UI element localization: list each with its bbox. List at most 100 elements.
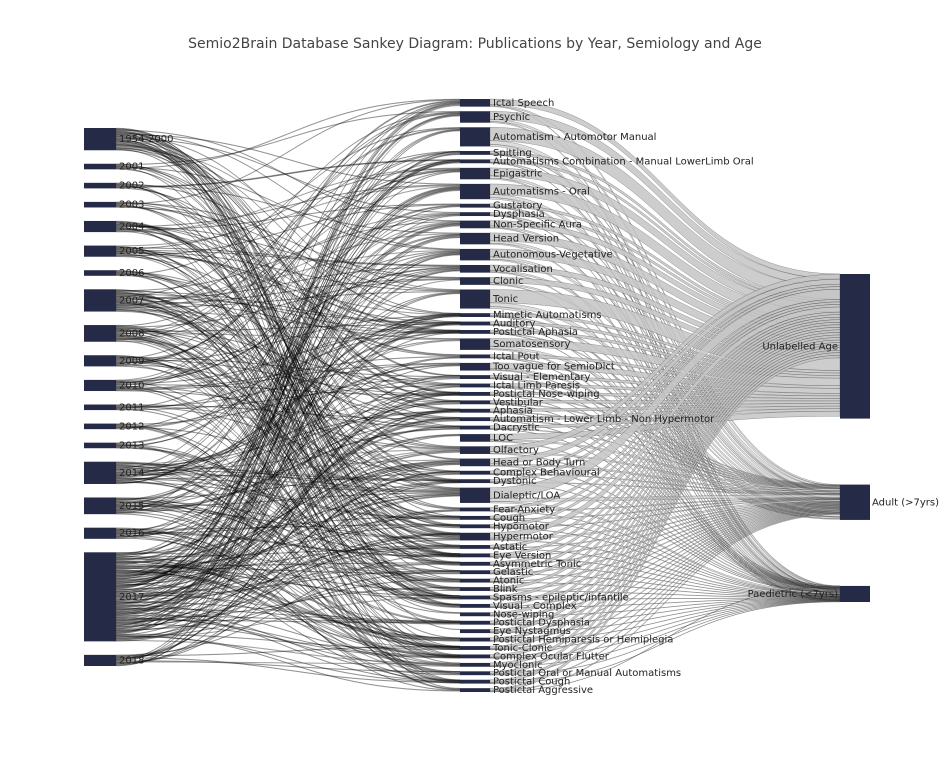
- semiology-node-autonomous-vegetative[interactable]: [460, 248, 490, 261]
- semiology-node-fear-anxiety[interactable]: [460, 507, 490, 512]
- semiology-node-non-specific-aura[interactable]: [460, 220, 490, 229]
- year-node-2012[interactable]: [84, 423, 116, 430]
- semiology-node-spitting[interactable]: [460, 151, 490, 155]
- year-node-2013[interactable]: [84, 442, 116, 449]
- semiology-node-myoclonic[interactable]: [460, 662, 490, 667]
- semiology-node-postictal-nose-wiping[interactable]: [460, 391, 490, 396]
- age-label-paedietric-7yrs: Paedietric (<7yrs): [748, 589, 839, 600]
- year-node-2007[interactable]: [84, 289, 116, 312]
- semiology-label-vestibular: Vestibular: [493, 397, 544, 408]
- semiology-node-gustatory[interactable]: [460, 203, 490, 208]
- semiology-node-olfactory[interactable]: [460, 446, 490, 454]
- semiology-node-eye-nystagmus[interactable]: [460, 629, 490, 634]
- semiology-node-nose-wiping[interactable]: [460, 612, 490, 617]
- semiology-node-aphasia[interactable]: [460, 408, 490, 413]
- semiology-node-somatosensory[interactable]: [460, 338, 490, 350]
- semiology-node-automatisms-combination-manual-lowerlimb-oral[interactable]: [460, 159, 490, 164]
- year-node-2005[interactable]: [84, 245, 116, 257]
- semiology-label-visual-complex: Visual - Complex: [493, 601, 577, 612]
- year-node-2016[interactable]: [84, 527, 116, 539]
- semiology-node-postictal-aphasia[interactable]: [460, 330, 490, 334]
- semiology-node-asymmetric-tonic[interactable]: [460, 561, 490, 566]
- semiology-node-dacrystic[interactable]: [460, 425, 490, 430]
- semiology-label-auditory: Auditory: [493, 318, 535, 329]
- semiology-node-tonic-clonic[interactable]: [460, 646, 490, 650]
- semiology-node-postictal-cough[interactable]: [460, 679, 490, 684]
- semiology-label-epigastric: Epigastric: [493, 169, 542, 180]
- semiology-node-gelastic[interactable]: [460, 570, 490, 575]
- semiology-node-postictal-oral-or-manual-automatisms[interactable]: [460, 671, 490, 676]
- semiology-node-hypermotor[interactable]: [460, 532, 490, 541]
- semiology-node-postictal-hemiparesis-or-hemiplegia[interactable]: [460, 637, 490, 642]
- semiology-node-eye-version[interactable]: [460, 553, 490, 558]
- semiology-node-cough[interactable]: [460, 515, 490, 520]
- semiology-node-hypomotor[interactable]: [460, 524, 490, 529]
- age-node-adult-7yrs[interactable]: [840, 484, 870, 520]
- semiology-label-asymmetric-tonic: Asymmetric Tonic: [493, 559, 581, 570]
- age-node-unlabelled-age[interactable]: [840, 274, 870, 419]
- year-node-2004[interactable]: [84, 220, 116, 233]
- year-node-2002[interactable]: [84, 182, 116, 189]
- semiology-node-postictal-dysphasia[interactable]: [460, 620, 490, 625]
- semiology-node-vocalisation[interactable]: [460, 264, 490, 273]
- semiology-node-blink[interactable]: [460, 587, 490, 591]
- semiology-label-visual-elementary: Visual - Elementary: [493, 372, 590, 383]
- semiology-node-ictal-pout[interactable]: [460, 354, 490, 359]
- semiology-node-visual-elementary[interactable]: [460, 375, 490, 379]
- semiology-node-auditory[interactable]: [460, 321, 490, 326]
- semiology-node-atonic[interactable]: [460, 578, 490, 583]
- year-node-2010[interactable]: [84, 379, 116, 392]
- semiology-node-clonic[interactable]: [460, 277, 490, 285]
- semiology-label-myoclonic: Myoclonic: [493, 660, 543, 671]
- year-label-2015: 2015: [119, 501, 144, 512]
- semiology-node-postictal-aggressive[interactable]: [460, 688, 490, 692]
- age-node-paedietric-7yrs[interactable]: [840, 585, 870, 602]
- semiology-node-automatism-lower-limb-non-hypermotor[interactable]: [460, 417, 490, 422]
- year-node-2003[interactable]: [84, 201, 116, 208]
- semiology-node-loc[interactable]: [460, 434, 490, 442]
- year-node-2018[interactable]: [84, 654, 116, 666]
- semiology-node-automatisms-oral[interactable]: [460, 183, 490, 200]
- semiology-node-too-vague-for-semiodict[interactable]: [460, 362, 490, 371]
- semiology-label-eye-version: Eye Version: [493, 550, 551, 561]
- semiology-label-gustatory: Gustatory: [493, 201, 542, 212]
- semiology-label-spitting: Spitting: [493, 148, 532, 159]
- semiology-label-dacrystic: Dacrystic: [493, 423, 540, 434]
- semiology-node-epigastric[interactable]: [460, 167, 490, 180]
- semiology-node-automatism-automotor-manual[interactable]: [460, 127, 490, 147]
- semiology-node-spasms-epileptic-infantile[interactable]: [460, 595, 490, 600]
- year-node-2014[interactable]: [84, 461, 116, 484]
- semiology-node-dysphasia[interactable]: [460, 212, 490, 217]
- year-node-2011[interactable]: [84, 404, 116, 411]
- year-node-2015[interactable]: [84, 497, 116, 515]
- semiology-node-psychic[interactable]: [460, 111, 490, 123]
- semiology-node-complex-behavioural[interactable]: [460, 470, 490, 475]
- semiology-label-fear-anxiety: Fear-Anxiety: [493, 504, 555, 515]
- semiology-label-dystonic: Dystonic: [493, 476, 536, 487]
- semiology-node-complex-ocular-flutter[interactable]: [460, 654, 490, 659]
- semiology-node-dialeptic-loa[interactable]: [460, 487, 490, 503]
- year-node-1954-2000[interactable]: [84, 128, 116, 151]
- year-node-2017[interactable]: [84, 552, 116, 642]
- year-node-2008[interactable]: [84, 325, 116, 342]
- semiology-label-postictal-nose-wiping: Postictal Nose-wiping: [493, 389, 600, 400]
- semiology-node-ictal-speech[interactable]: [460, 99, 490, 107]
- semiology-label-blink: Blink: [493, 584, 518, 595]
- semiology-node-head-or-body-turn[interactable]: [460, 458, 490, 467]
- semiology-node-visual-complex[interactable]: [460, 603, 490, 608]
- semiology-label-hypermotor: Hypermotor: [493, 532, 554, 543]
- semiology-node-head-version[interactable]: [460, 232, 490, 245]
- semiology-node-astatic[interactable]: [460, 545, 490, 549]
- semiology-node-vestibular[interactable]: [460, 400, 490, 405]
- semiology-label-postictal-cough: Postictal Cough: [493, 677, 570, 688]
- semiology-label-vocalisation: Vocalisation: [493, 264, 553, 275]
- year-node-2009[interactable]: [84, 355, 116, 367]
- year-label-2010: 2010: [119, 380, 144, 391]
- semiology-node-dystonic[interactable]: [460, 479, 490, 484]
- year-node-2001[interactable]: [84, 163, 116, 170]
- semiology-node-tonic[interactable]: [460, 289, 490, 309]
- semiology-node-ictal-limb-paresis[interactable]: [460, 383, 490, 388]
- year-node-2006[interactable]: [84, 270, 116, 276]
- semiology-node-mimetic-automatisms[interactable]: [460, 313, 490, 317]
